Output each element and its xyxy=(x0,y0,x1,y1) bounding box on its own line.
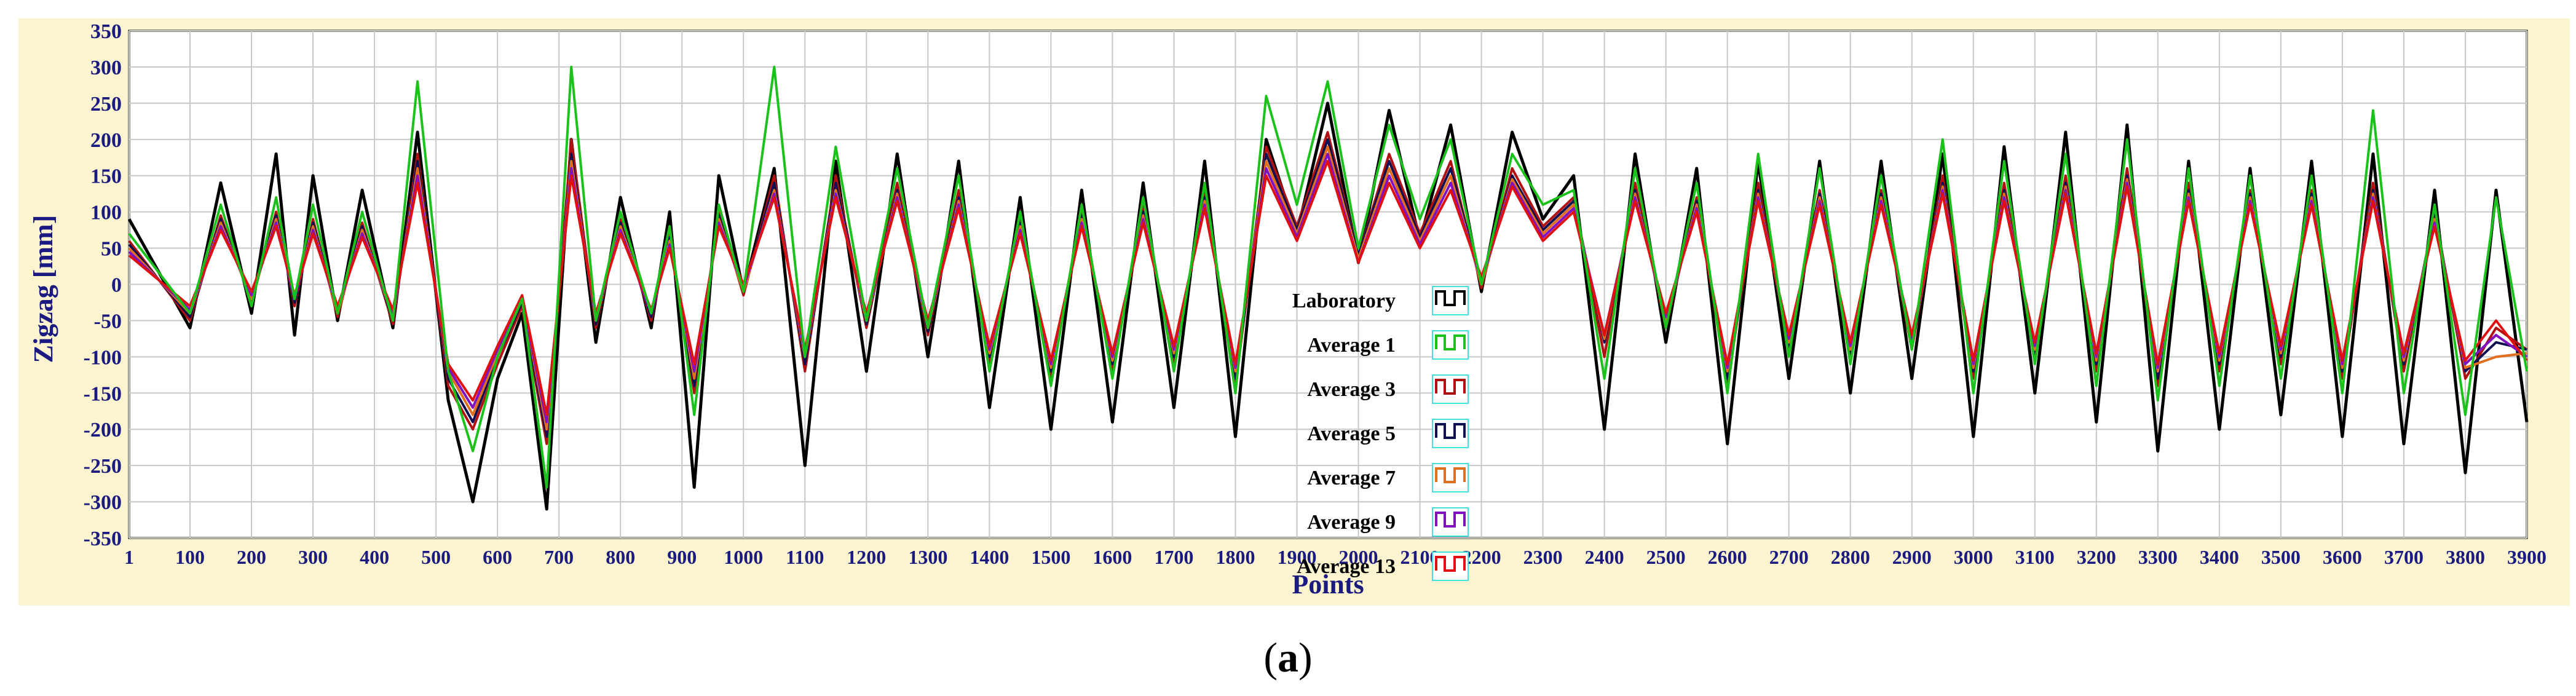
y-tick-label: -100 xyxy=(84,346,122,369)
legend-swatch xyxy=(1435,290,1466,306)
y-tick-label: 0 xyxy=(111,274,122,297)
legend-label: Average 1 xyxy=(1307,334,1396,357)
y-tick-label: -200 xyxy=(84,419,122,441)
x-tick-label: 3000 xyxy=(1954,546,1993,568)
y-axis-label: Zigzag [mm] xyxy=(28,215,58,363)
x-tick-label: 2500 xyxy=(1646,546,1686,568)
x-tick-label: 1600 xyxy=(1092,546,1132,568)
x-tick-label: 1200 xyxy=(847,546,886,568)
x-tick-label: 3700 xyxy=(2384,546,2424,568)
x-tick-label: 1100 xyxy=(786,546,824,568)
y-tick-label: -50 xyxy=(94,310,122,333)
x-tick-label: 100 xyxy=(175,546,205,568)
legend: Laboratory Average 1 Average 3 Average 5 Ave… xyxy=(1292,286,1469,581)
x-tick-label: 600 xyxy=(483,546,512,568)
legend-swatch xyxy=(1435,379,1466,395)
x-tick-label: 1000 xyxy=(724,546,763,568)
legend-swatch xyxy=(1435,423,1466,439)
legend-label: Laboratory xyxy=(1292,290,1396,312)
legend-label: Average 5 xyxy=(1307,422,1396,445)
x-tick-label: 700 xyxy=(544,546,574,568)
x-tick-label: 200 xyxy=(237,546,266,568)
y-tick-label: 350 xyxy=(90,20,122,43)
x-tick-label: 1900 xyxy=(1277,546,1316,568)
x-tick-label: 1800 xyxy=(1215,546,1255,568)
x-tick-label: 300 xyxy=(298,546,328,568)
x-tick-label: 2800 xyxy=(1831,546,1870,568)
x-tick-label: 3500 xyxy=(2261,546,2301,568)
x-axis-label: Points xyxy=(1292,569,1364,599)
y-tick-label: 250 xyxy=(90,93,122,116)
x-tick-label: 3600 xyxy=(2323,546,2362,568)
x-tick-label: 1400 xyxy=(970,546,1009,568)
y-tick-label: 300 xyxy=(90,57,122,79)
x-tick-label: 500 xyxy=(421,546,451,568)
y-tick-label: -300 xyxy=(84,491,122,514)
chart-frame: 350 300 250 200 150 100 50 0 -50 -100 -150 -200 -250… xyxy=(18,18,2570,606)
x-tick-label: 800 xyxy=(606,546,635,568)
x-tick-label: 2600 xyxy=(1708,546,1747,568)
y-tick-label: 150 xyxy=(90,165,122,188)
y-tick-labels: 350 300 250 200 150 100 50 0 -50 -100 -150 -200 -250… xyxy=(84,20,122,550)
x-tick-label: 3900 xyxy=(2507,546,2546,568)
series-lines xyxy=(127,65,2529,511)
x-tick-label: 1300 xyxy=(908,546,947,568)
zigzag-chart: 350300250200150100500-50-100-150-200-250… xyxy=(28,20,2546,599)
y-tick-label: -250 xyxy=(84,455,122,478)
x-tick-label: 2400 xyxy=(1585,546,1624,568)
x-tick-label: 2900 xyxy=(1892,546,1932,568)
x-tick-label: 3800 xyxy=(2446,546,2485,568)
y-tick-label: 50 xyxy=(101,238,122,261)
x-tick-label: 2300 xyxy=(1523,546,1563,568)
x-tick-label: 400 xyxy=(360,546,389,568)
x-tick-labels: 1 100 200 300 400 500 600 700 800 900 1000 1100 1200… xyxy=(124,546,2546,568)
x-tick-label: 900 xyxy=(667,546,697,568)
legend-label: Average 13 xyxy=(1297,555,1396,578)
y-tick-label: -350 xyxy=(84,528,122,550)
legend-label: Average 7 xyxy=(1307,467,1396,489)
legend-swatch xyxy=(1435,556,1466,572)
x-tick-label: 1700 xyxy=(1154,546,1193,568)
y-tick-label: -150 xyxy=(84,382,122,405)
y-tick-label: 200 xyxy=(90,129,122,152)
y-tick-label: 100 xyxy=(90,202,122,224)
legend-swatch xyxy=(1435,334,1466,350)
x-tick-label: 3300 xyxy=(2138,546,2178,568)
figure-caption: (a) xyxy=(1263,634,1313,681)
legend-swatch xyxy=(1435,512,1466,528)
x-tick-label: 2700 xyxy=(1769,546,1809,568)
x-tick-label: 1500 xyxy=(1031,546,1070,568)
x-tick-label: 1 xyxy=(124,546,134,568)
legend-label: Average 9 xyxy=(1307,511,1396,534)
x-tick-label: 3400 xyxy=(2200,546,2239,568)
legend-swatch xyxy=(1435,467,1466,483)
series-line-average-1 xyxy=(128,65,2528,489)
x-tick-label: 3200 xyxy=(2077,546,2116,568)
legend-label: Average 3 xyxy=(1307,378,1396,401)
x-tick-label: 2000 xyxy=(1339,546,1378,568)
x-tick-label: 3100 xyxy=(2015,546,2055,568)
